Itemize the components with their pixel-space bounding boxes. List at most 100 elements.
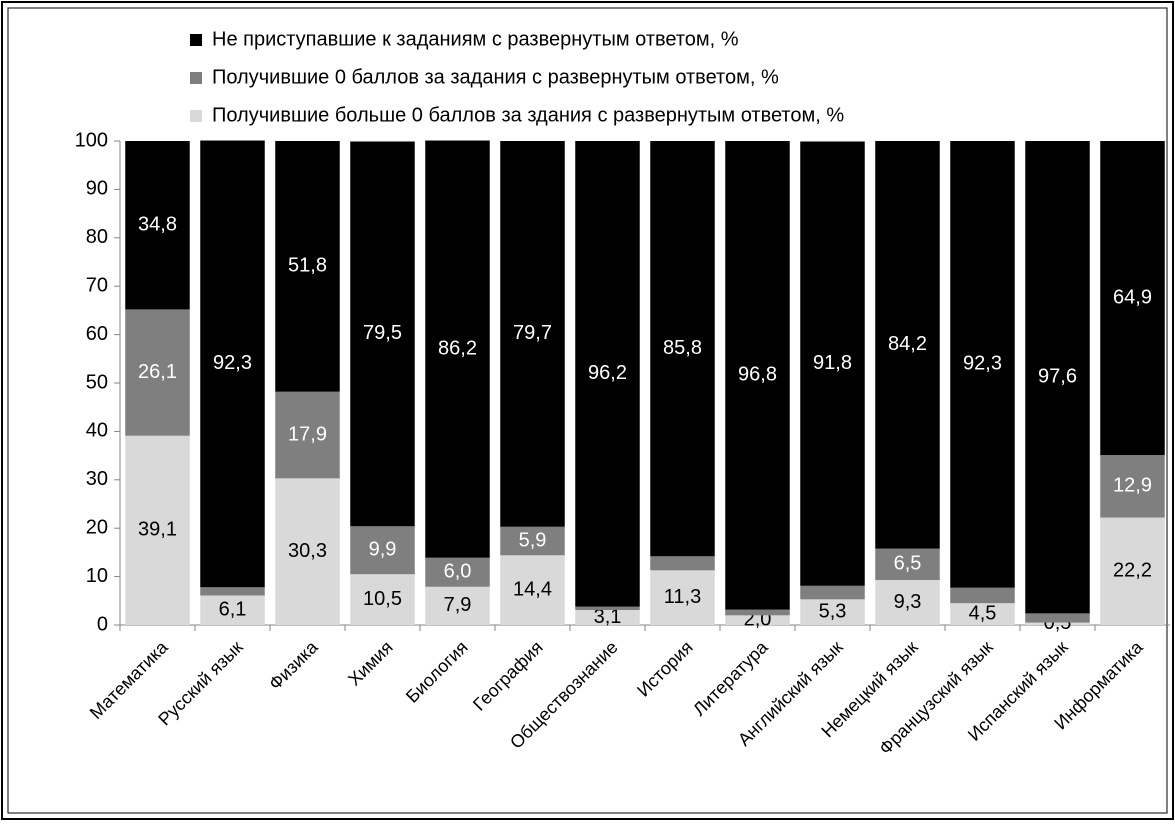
bar-segment xyxy=(350,574,415,625)
x-tick-label: Биология xyxy=(402,637,472,707)
data-label: 97,6 xyxy=(1038,365,1077,387)
data-label: 17,9 xyxy=(288,423,327,445)
bar-segment xyxy=(425,557,490,587)
bar-segment xyxy=(950,587,1015,604)
bar-segment xyxy=(800,585,865,600)
bar-segment xyxy=(1100,141,1165,456)
data-label: 6,5 xyxy=(894,553,922,575)
y-tick-label: 30 xyxy=(86,468,108,490)
bar-segment xyxy=(275,478,340,625)
data-label: 5,3 xyxy=(819,600,847,622)
bar-segment xyxy=(725,141,790,610)
y-tick-label: 80 xyxy=(86,226,108,248)
legend-swatch xyxy=(190,34,202,46)
bar-segment xyxy=(1025,622,1090,625)
data-label: 92,3 xyxy=(963,353,1002,375)
x-tick-label: История xyxy=(633,637,697,701)
bar-segment xyxy=(425,140,490,558)
bar-segment xyxy=(575,609,640,625)
bar-segment xyxy=(275,391,340,479)
bar-segment xyxy=(950,141,1015,588)
data-label: 12,9 xyxy=(1113,475,1152,497)
bar-segment xyxy=(1025,613,1090,623)
bar-segment xyxy=(200,595,265,625)
data-label: 86,2 xyxy=(438,337,477,359)
data-label: 6,0 xyxy=(444,561,472,583)
bar-segment xyxy=(800,599,865,625)
legend-label: Не приступавшие к заданиям с развернутым… xyxy=(212,28,739,50)
data-label: 84,2 xyxy=(888,333,927,355)
bar-segment xyxy=(350,526,415,575)
bar-segment xyxy=(725,615,790,625)
data-label: 3,1 xyxy=(594,606,622,628)
legend-swatch xyxy=(190,110,202,122)
data-label: 92,3 xyxy=(213,352,252,374)
y-tick-label: 40 xyxy=(86,420,108,442)
y-tick-label: 70 xyxy=(86,274,108,296)
legend-label: Получившие 0 баллов за задания с разверн… xyxy=(212,66,779,88)
data-label: 85,8 xyxy=(663,337,702,359)
bar-segment xyxy=(200,587,265,596)
data-label: 4,5 xyxy=(969,602,997,624)
bar-segment xyxy=(875,141,940,549)
x-tick-label: Физика xyxy=(265,636,323,694)
bar-segment xyxy=(875,548,940,580)
data-label: 39,1 xyxy=(138,519,177,541)
bar-segment xyxy=(725,609,790,616)
data-label: 9,9 xyxy=(369,539,397,561)
bar-segment xyxy=(275,141,340,392)
y-tick-label: 100 xyxy=(75,129,108,151)
bar-segment xyxy=(200,140,265,588)
frame-inner xyxy=(7,7,1168,814)
bar-segment xyxy=(1025,141,1090,614)
data-label: 91,8 xyxy=(813,352,852,374)
x-tick-label: Литература xyxy=(689,636,772,719)
y-tick-label: 20 xyxy=(86,516,108,538)
bar-segment xyxy=(125,141,190,310)
bar-segment xyxy=(650,570,715,625)
data-label: 96,8 xyxy=(738,364,777,386)
bar-segment xyxy=(800,141,865,586)
data-label: 22,2 xyxy=(1113,560,1152,582)
bar-segment xyxy=(425,586,490,625)
data-label: 79,5 xyxy=(363,322,402,344)
bar-segment xyxy=(650,556,715,571)
y-tick-label: 10 xyxy=(86,565,108,587)
bar-segment xyxy=(650,141,715,557)
bar-segment xyxy=(500,526,565,556)
data-label: 7,9 xyxy=(444,594,472,616)
data-label: 6,1 xyxy=(219,599,247,621)
data-label: 79,7 xyxy=(513,322,552,344)
data-label: 64,9 xyxy=(1113,286,1152,308)
bar-segment xyxy=(575,141,640,607)
bar-segment xyxy=(950,603,1015,625)
data-label: 11,3 xyxy=(664,586,701,608)
bar-segment xyxy=(500,555,565,625)
y-tick-label: 60 xyxy=(86,323,108,345)
data-label: 30,3 xyxy=(288,540,327,562)
bar-segment xyxy=(1100,455,1165,518)
bar-segment xyxy=(125,435,190,625)
data-label: 9,3 xyxy=(894,591,922,613)
data-label: 34,8 xyxy=(138,213,177,235)
data-label: 96,2 xyxy=(588,362,627,384)
data-label: 14,4 xyxy=(513,578,552,600)
data-label: 26,1 xyxy=(138,361,177,383)
x-tick-label: География xyxy=(469,637,547,715)
data-label: 10,5 xyxy=(363,588,402,610)
data-label: 5,9 xyxy=(519,529,547,551)
legend-swatch xyxy=(190,72,202,84)
bar-segment xyxy=(875,579,940,625)
y-tick-label: 0 xyxy=(97,613,108,635)
bar-segment xyxy=(350,141,415,527)
y-tick-label: 50 xyxy=(86,371,108,393)
bar-segment xyxy=(575,606,640,610)
x-tick-label: Химия xyxy=(344,637,397,690)
bar-segment xyxy=(500,141,565,527)
bar-segment xyxy=(125,309,190,436)
y-tick-label: 90 xyxy=(86,178,108,200)
legend-label: Получившие больше 0 баллов за здания с р… xyxy=(212,104,844,126)
bar-segment xyxy=(1100,517,1165,625)
